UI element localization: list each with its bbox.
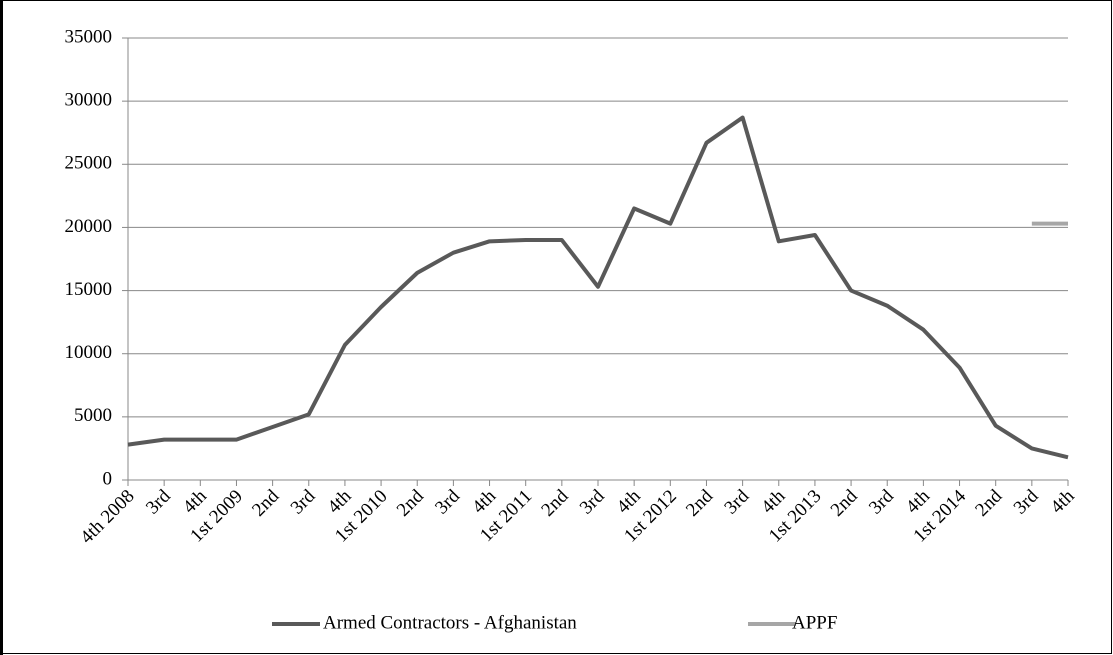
legend-label: Armed Contractors - Afghanistan [323, 612, 577, 633]
left-edge [0, 0, 3, 655]
y-tick-label: 0 [103, 468, 113, 489]
legend-label: APPF [792, 612, 837, 633]
y-tick-label: 25000 [65, 153, 113, 174]
y-tick-label: 10000 [65, 342, 113, 363]
y-tick-label: 35000 [65, 26, 113, 47]
y-tick-label: 30000 [65, 90, 113, 111]
y-tick-label: 15000 [65, 279, 113, 300]
y-tick-label: 5000 [74, 405, 112, 426]
y-tick-label: 20000 [65, 216, 113, 237]
series-line [127, 115, 1069, 460]
